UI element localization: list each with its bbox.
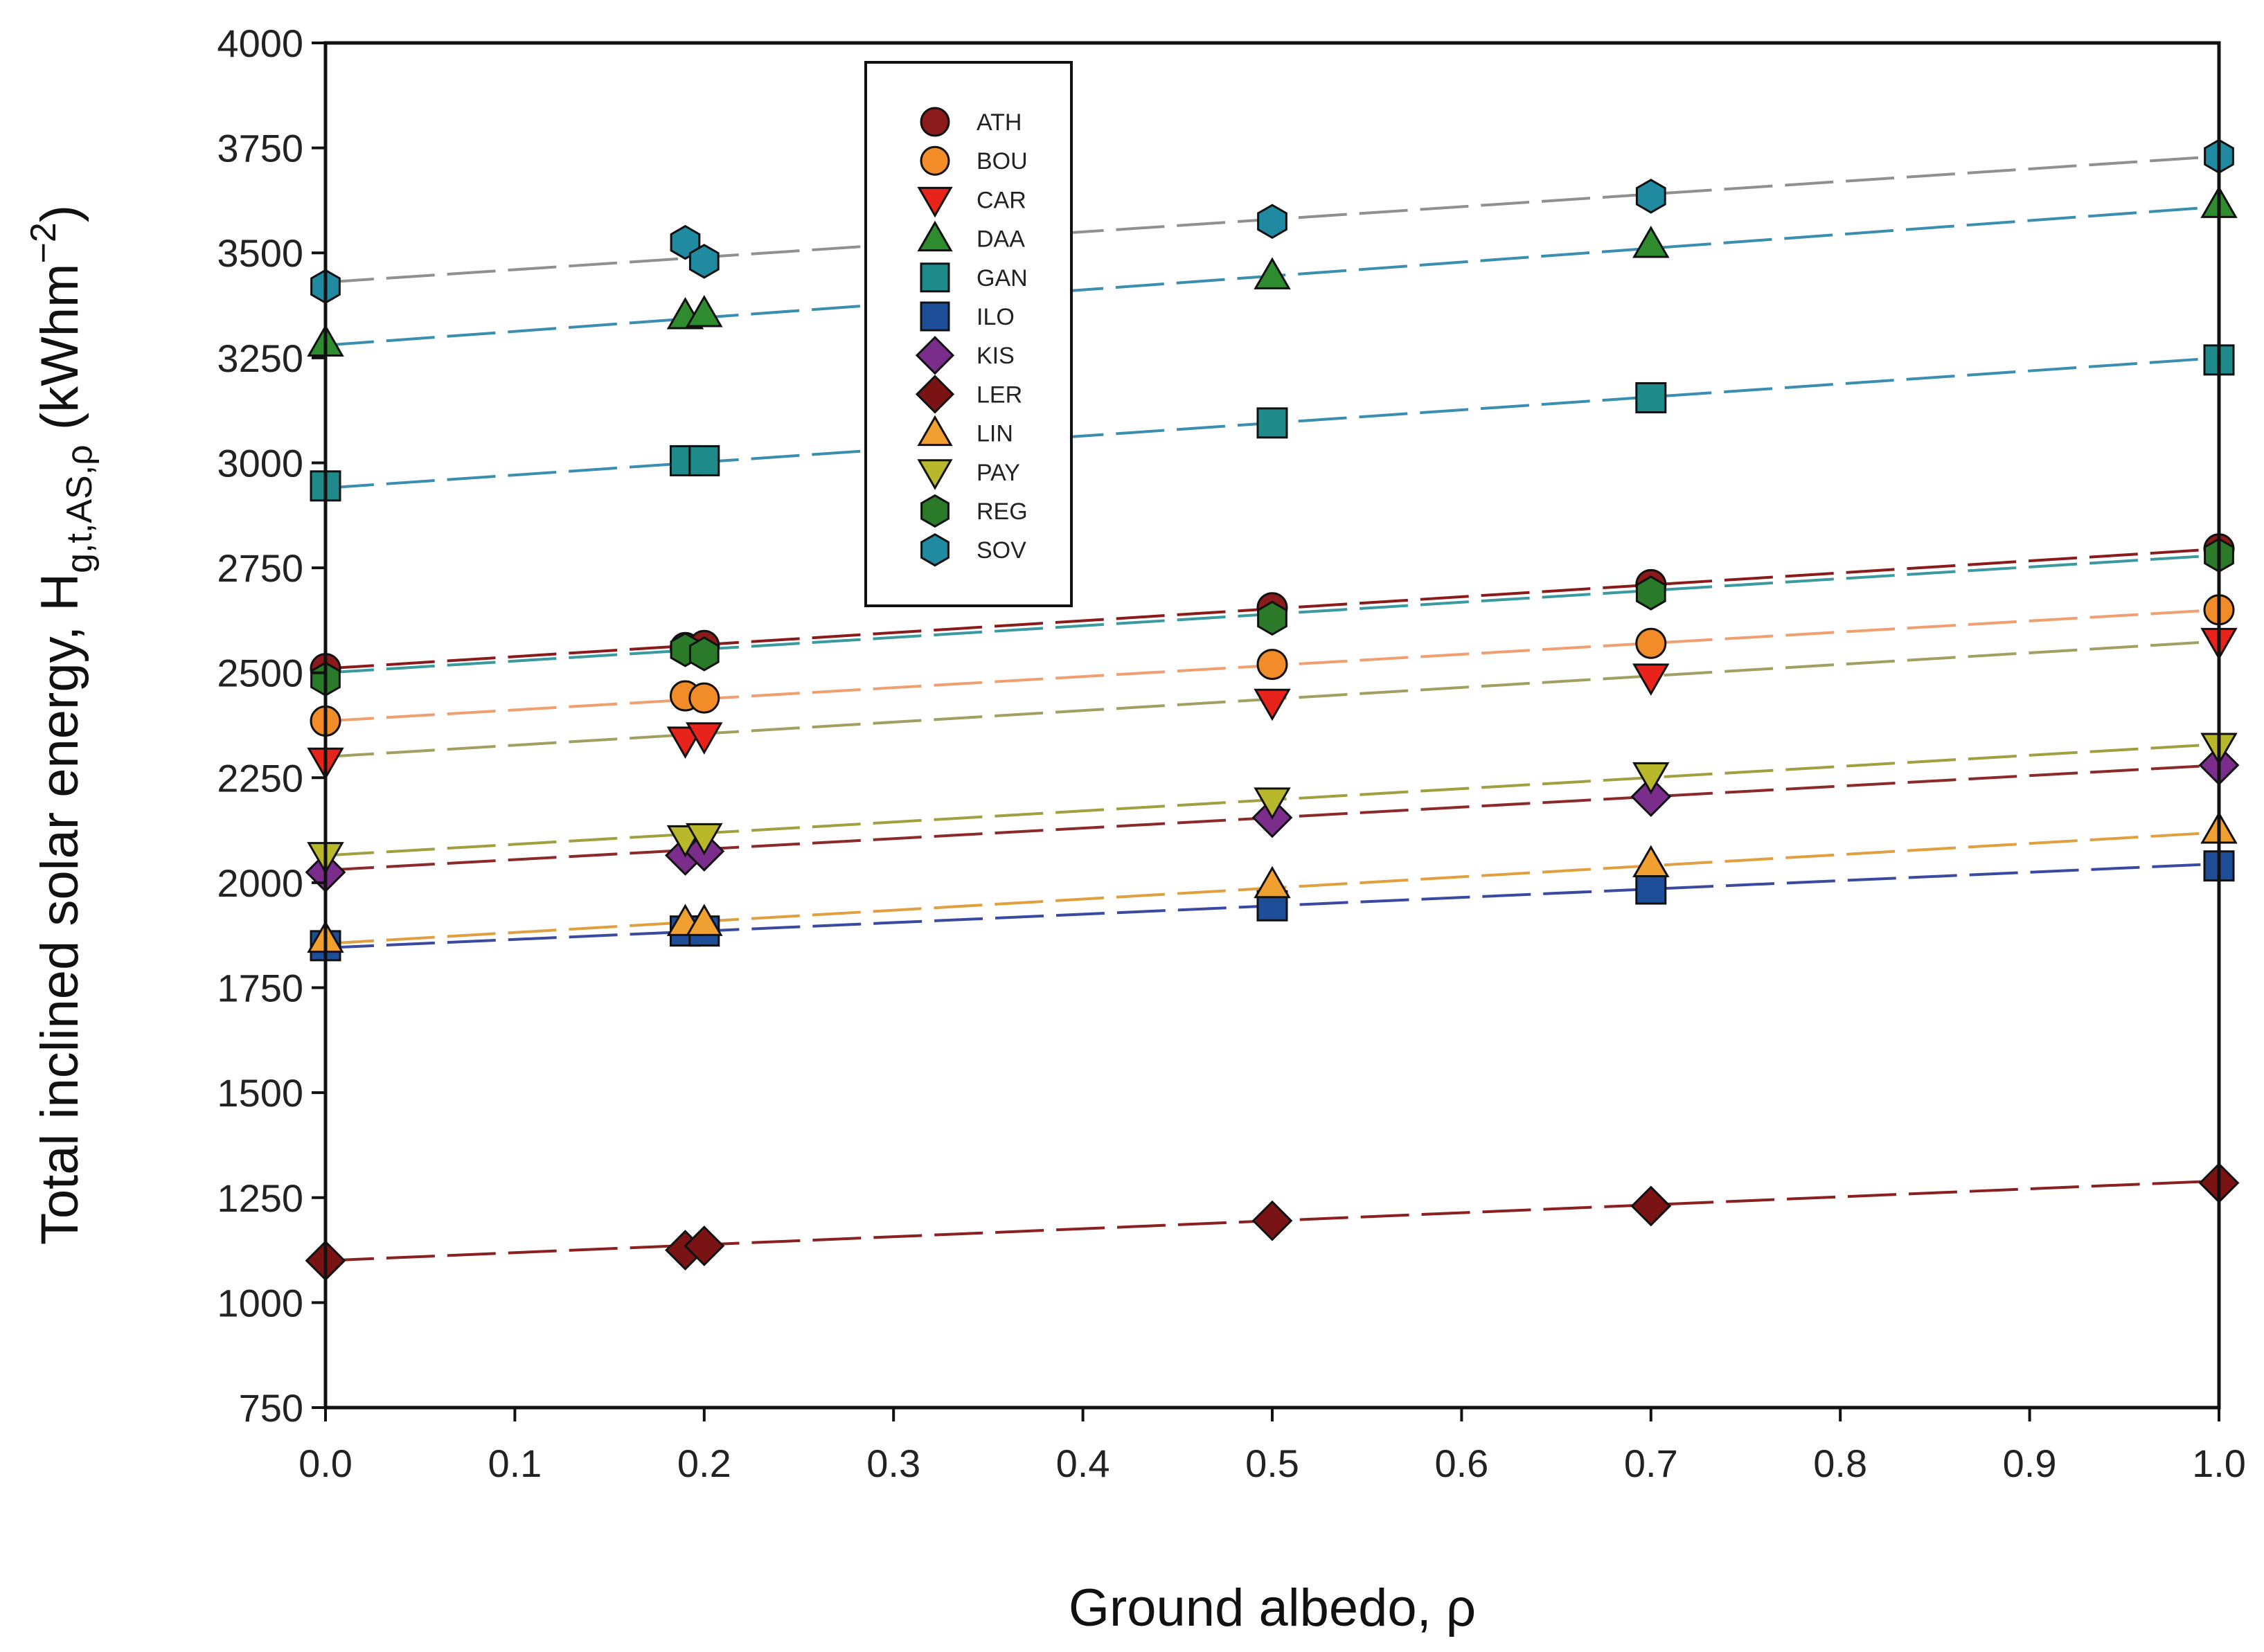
y-tick-label-5: 2000 xyxy=(217,861,303,905)
point-pay-3 xyxy=(1254,787,1291,820)
y-tick-label-8: 2750 xyxy=(217,546,303,590)
point-sov-1 xyxy=(670,224,701,260)
legend-label-ler: LER xyxy=(977,381,1022,408)
legend-label-gan: GAN xyxy=(977,265,1028,291)
point-ler-3 xyxy=(1251,1200,1293,1241)
x-tick-label-4: 0.4 xyxy=(1056,1442,1110,1485)
y-tick-label-10: 3250 xyxy=(217,336,303,380)
y-tick-label-11: 3500 xyxy=(217,231,303,275)
point-gan-4 xyxy=(1635,381,1667,413)
x-axis-title: Ground albedo, ρ xyxy=(1069,1579,1476,1637)
x-tick-label-3: 0.3 xyxy=(866,1442,920,1485)
y-axis-title-unit: (kWhm xyxy=(30,264,89,445)
y-tick-label-13: 4000 xyxy=(217,21,303,65)
point-lin-2 xyxy=(686,904,723,936)
point-bou-3 xyxy=(1256,649,1288,681)
x-tick-label-0: 0.0 xyxy=(298,1442,353,1485)
axis-ticks: 750 1000 1250 1500 1750 2000 2250 2500 2750 3000 3… xyxy=(217,21,2246,1485)
legend-label-ilo: ILO xyxy=(977,304,1015,330)
x-tick-label-8: 0.8 xyxy=(1813,1442,1867,1485)
point-daa-3 xyxy=(1254,257,1291,289)
y-tick-label-6: 2250 xyxy=(217,756,303,800)
legend-marker-kis xyxy=(915,336,955,375)
legend-label-daa: DAA xyxy=(977,226,1025,253)
legend: ATH BOU CAR DAA GAN ILO KIS LER LIN PAY REG SOV xyxy=(864,61,1073,607)
point-kis-4 xyxy=(1630,776,1672,818)
x-tick-label-2: 0.2 xyxy=(677,1442,731,1485)
y-axis-title-subscript: g,t,AS,ρ xyxy=(60,445,100,573)
legend-marker-lin xyxy=(917,415,953,447)
y-tick-label-12: 3750 xyxy=(217,127,303,170)
y-axis-title: Total inclined solar energy, Hg,t,AS,ρ (… xyxy=(24,205,100,1245)
point-reg-3 xyxy=(1257,600,1287,636)
legend-marker-car xyxy=(917,186,953,218)
y-tick-label-7: 2500 xyxy=(217,652,303,695)
point-car-2 xyxy=(686,722,723,755)
legend-marker-daa xyxy=(917,220,953,252)
legend-label-pay: PAY xyxy=(977,460,1020,486)
point-lin-3 xyxy=(1254,865,1291,899)
y-tick-label-4: 1750 xyxy=(217,967,303,1010)
point-car-4 xyxy=(1632,663,1670,696)
point-bou-2 xyxy=(688,682,720,714)
legend-label-reg: REG xyxy=(977,499,1028,525)
y-tick-label-2: 1250 xyxy=(217,1176,303,1220)
legend-marker-ler xyxy=(915,375,955,414)
point-reg-4 xyxy=(1635,575,1666,611)
point-ler-2 xyxy=(684,1225,725,1266)
x-tick-label-10: 1.0 xyxy=(2192,1442,2246,1485)
legend-marker-ilo xyxy=(920,301,950,332)
legend-label-sov: SOV xyxy=(977,537,1026,564)
point-reg-2 xyxy=(688,636,720,672)
point-bou-4 xyxy=(1635,627,1667,659)
point-pay-2 xyxy=(686,823,723,856)
y-tick-label-3: 1500 xyxy=(217,1071,303,1115)
x-tick-label-5: 0.5 xyxy=(1245,1442,1299,1485)
y-axis-title-unit-close: ) xyxy=(30,205,89,222)
point-daa-2 xyxy=(686,295,723,327)
legend-marker-gan xyxy=(920,262,950,293)
x-tick-label-6: 0.6 xyxy=(1434,1442,1488,1485)
point-car-3 xyxy=(1254,688,1291,721)
legend-marker-sov xyxy=(920,533,950,567)
y-axis-title-main: Total inclined solar energy, H xyxy=(30,573,89,1245)
legend-marker-bou xyxy=(920,145,950,176)
point-gan-2 xyxy=(688,445,720,476)
point-gan-3 xyxy=(1256,407,1288,439)
x-tick-label-7: 0.7 xyxy=(1624,1442,1678,1485)
point-daa-4 xyxy=(1632,225,1670,258)
legend-marker-reg xyxy=(920,494,950,528)
point-pay-4 xyxy=(1632,762,1670,795)
point-sov-2 xyxy=(688,244,720,279)
y-tick-label-9: 3000 xyxy=(217,441,303,485)
point-ler-4 xyxy=(1630,1185,1672,1227)
point-lin-4 xyxy=(1632,845,1670,877)
legend-marker-pay xyxy=(917,459,953,490)
legend-label-car: CAR xyxy=(977,187,1026,213)
y-tick-label-1: 1000 xyxy=(217,1281,303,1325)
x-tick-label-9: 0.9 xyxy=(2003,1442,2057,1485)
y-axis-title-unit-exponent: −2 xyxy=(24,222,64,263)
legend-box xyxy=(864,61,1073,607)
legend-label-ath: ATH xyxy=(977,109,1022,136)
legend-label-bou: BOU xyxy=(977,148,1028,174)
point-sov-3 xyxy=(1257,204,1287,239)
point-ilo-4 xyxy=(1635,873,1667,905)
legend-label-lin: LIN xyxy=(977,421,1013,447)
legend-label-kis: KIS xyxy=(977,343,1015,369)
y-tick-label-0: 750 xyxy=(239,1386,303,1430)
x-tick-label-1: 0.1 xyxy=(488,1442,542,1485)
point-sov-4 xyxy=(1635,179,1666,214)
legend-marker-ath xyxy=(920,107,950,137)
